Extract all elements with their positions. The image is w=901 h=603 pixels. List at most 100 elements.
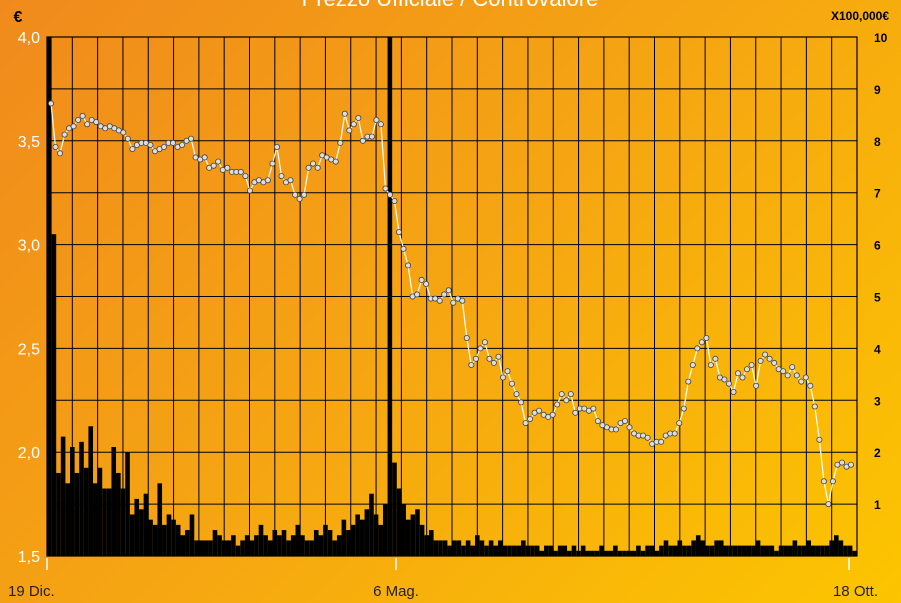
- volume-bar: [769, 545, 775, 556]
- volume-bar: [663, 540, 669, 556]
- volume-bar: [336, 535, 342, 556]
- price-point: [802, 374, 809, 381]
- volume-bar: [51, 234, 57, 556]
- volume-bar: [300, 535, 305, 556]
- price-point: [61, 131, 68, 138]
- volume-bar: [212, 530, 218, 556]
- volume-bar: [452, 540, 457, 556]
- price-point: [423, 280, 430, 287]
- volume-bar: [502, 545, 508, 556]
- volume-bar: [728, 545, 733, 556]
- volume-bar: [120, 488, 126, 556]
- volume-bar: [129, 514, 135, 556]
- price-point: [626, 424, 633, 431]
- price-point: [554, 401, 561, 408]
- price-point: [807, 382, 814, 389]
- volume-bar: [263, 535, 268, 556]
- volume-bar: [608, 550, 614, 556]
- volume-bar: [106, 488, 112, 556]
- volume-bar: [424, 535, 429, 556]
- volume-bar: [355, 514, 360, 556]
- volume-bar: [369, 493, 374, 556]
- volume-bar: [525, 545, 531, 556]
- price-point: [613, 426, 620, 433]
- volume-bar: [470, 545, 476, 556]
- volume-bar: [102, 488, 107, 556]
- price-point: [829, 478, 836, 485]
- volume-bar: [143, 493, 149, 556]
- price-point: [689, 361, 696, 368]
- volume-bar: [208, 540, 213, 556]
- volume-bar: [267, 540, 273, 556]
- volume-bar: [346, 530, 351, 556]
- volume-bar: [290, 535, 296, 556]
- price-point: [839, 459, 846, 466]
- left-tick-label: 2,5: [18, 341, 40, 358]
- volume-bar: [231, 535, 236, 556]
- volume-bar: [235, 545, 241, 556]
- volume-bar: [272, 530, 278, 556]
- price-point: [75, 117, 82, 124]
- price-point: [744, 366, 751, 373]
- price-point: [572, 409, 579, 416]
- price-point: [499, 374, 506, 381]
- right-tick-label: 1: [874, 498, 881, 512]
- price-point: [310, 160, 317, 167]
- volume-bar: [171, 519, 176, 556]
- price-point: [400, 245, 407, 252]
- volume-bar: [415, 509, 420, 556]
- volume-bar: [327, 530, 333, 556]
- volume-bar: [576, 550, 581, 556]
- volume-bar: [447, 545, 452, 556]
- volume-bar: [539, 550, 545, 556]
- volume-bar: [705, 545, 710, 556]
- price-point: [527, 415, 534, 422]
- volume-bar: [847, 545, 853, 556]
- volume-bar: [654, 550, 660, 556]
- right-tick-label: 10: [874, 31, 888, 45]
- volume-bar: [254, 535, 259, 556]
- volume-bar: [157, 483, 163, 556]
- volume-bar: [530, 545, 535, 556]
- price-point: [305, 164, 312, 171]
- price-point: [811, 403, 818, 410]
- volume-bar: [93, 483, 98, 556]
- volume-bar: [286, 540, 291, 556]
- price-point: [120, 129, 127, 136]
- volume-bar: [217, 535, 222, 556]
- volume-bar: [244, 535, 250, 556]
- price-point: [481, 339, 488, 346]
- price-point: [567, 391, 574, 398]
- price-point: [793, 372, 800, 379]
- volume-bar: [787, 545, 793, 556]
- volume-bar: [691, 540, 696, 556]
- price-point: [441, 291, 448, 298]
- price-point: [332, 158, 339, 165]
- price-point: [201, 154, 208, 161]
- price-point: [377, 121, 384, 128]
- volume-bar: [70, 447, 75, 556]
- price-point: [269, 160, 276, 167]
- volume-bar: [672, 545, 678, 556]
- price-point: [798, 378, 805, 385]
- price-point: [644, 434, 651, 441]
- volume-bar: [659, 545, 664, 556]
- price-point: [84, 121, 91, 128]
- volume-bar: [599, 545, 604, 556]
- volume-bar: [249, 540, 255, 556]
- price-point: [210, 162, 217, 169]
- price-point: [658, 438, 665, 445]
- price-point: [395, 229, 402, 236]
- price-point: [549, 411, 556, 418]
- volume-bar: [682, 545, 687, 556]
- volume-bar: [723, 545, 729, 556]
- price-point: [273, 143, 280, 150]
- x-tick-label: 6 Mag.: [373, 583, 419, 600]
- volume-bar: [401, 504, 406, 556]
- volume-bar: [198, 540, 204, 556]
- volume-bar: [622, 550, 627, 556]
- volume-bar: [148, 519, 153, 556]
- price-point: [816, 436, 823, 443]
- price-point: [536, 407, 543, 414]
- volume-bar: [152, 524, 158, 556]
